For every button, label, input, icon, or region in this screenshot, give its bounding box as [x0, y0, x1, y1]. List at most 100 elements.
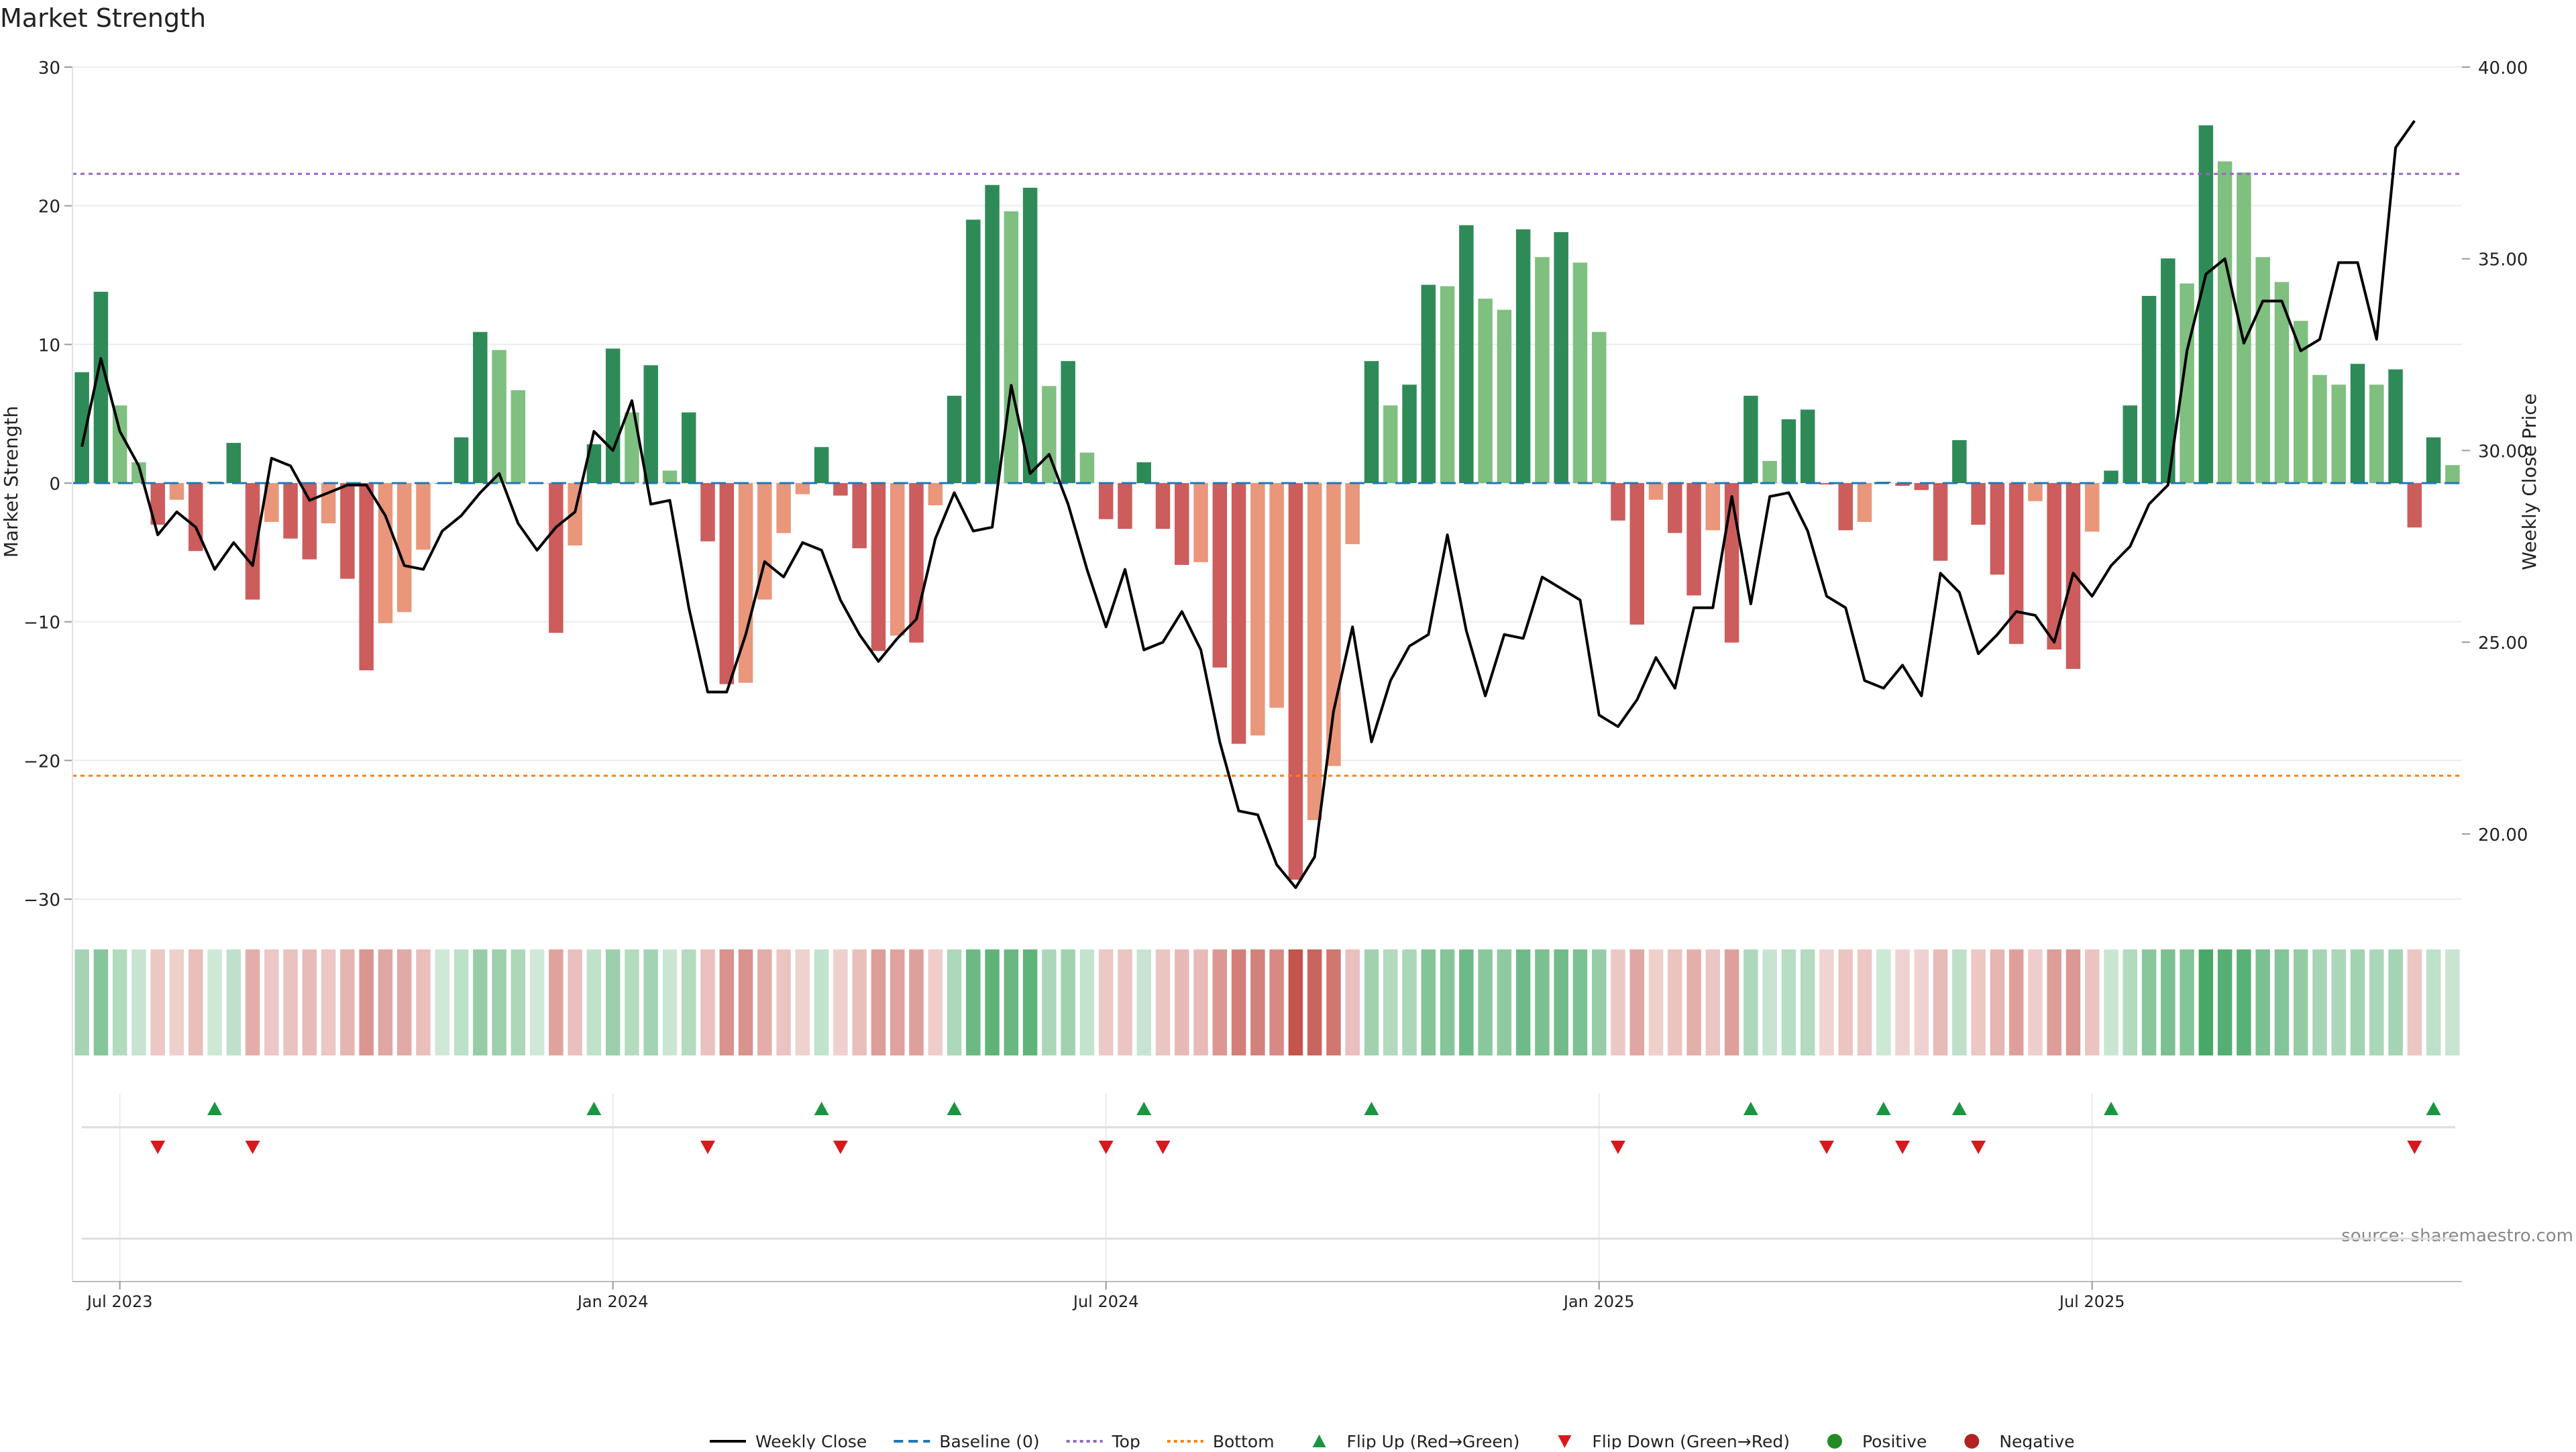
heat-cell [1724, 949, 1739, 1055]
heat-cell [643, 949, 658, 1055]
flip-down-marker [833, 1141, 848, 1154]
strength-bar [1572, 262, 1588, 483]
flip-up-marker [947, 1102, 962, 1115]
heat-cell [150, 949, 165, 1055]
strength-bar [852, 483, 867, 549]
gridlines [72, 66, 2462, 1282]
strength-bar [985, 185, 1000, 483]
right-axis-label: Weekly Close Price [2518, 393, 2540, 570]
heat-cell [1421, 949, 1436, 1055]
strength-bar [1781, 419, 1796, 483]
strength-bar [2028, 483, 2043, 501]
strength-bar [1629, 483, 1645, 625]
heat-cell [2237, 949, 2251, 1055]
heat-cell [605, 949, 621, 1055]
strength-bar [2426, 437, 2441, 483]
strength-bar [245, 483, 260, 600]
heat-cell [1933, 949, 1948, 1055]
x-tick-label: Jan 2024 [576, 1292, 649, 1311]
right-tick-label: 25.00 [2478, 633, 2528, 654]
heat-cell [833, 949, 848, 1055]
heat-cell [586, 949, 602, 1055]
heat-cell [1914, 949, 1929, 1055]
strength-bar [416, 483, 431, 550]
axes: 30 20 10 0 −10 −20 −30 40.00 35.00 30.00 25.00 20.0… [23, 58, 2528, 1311]
strength-bar [1800, 409, 1815, 483]
heat-cell [1572, 949, 1588, 1055]
strength-bar [359, 483, 374, 670]
strength-bar [2350, 364, 2365, 483]
heat-cell [1648, 949, 1664, 1055]
heat-cell [795, 949, 810, 1055]
strength-bar [1459, 225, 1474, 483]
legend-item-flip-down: Flip Down (Green→Red) [1558, 1432, 1790, 1451]
heat-cell [2065, 949, 2081, 1055]
heat-cell [112, 949, 127, 1055]
strength-bar [1136, 462, 1151, 483]
strength-bar [1705, 483, 1721, 531]
heat-cell [966, 949, 981, 1055]
heat-cell [1990, 949, 2005, 1055]
heat-cell [814, 949, 829, 1055]
flip-down-marker [700, 1141, 716, 1154]
strength-bar [700, 483, 715, 541]
flip-up-marker [1743, 1102, 1758, 1115]
strength-bar [1914, 483, 1929, 490]
flip-down-marker [1819, 1141, 1834, 1154]
legend-label: Weekly Close [755, 1432, 867, 1449]
heat-cell [682, 949, 696, 1055]
heat-cell [1098, 949, 1114, 1055]
heat-cell [378, 949, 393, 1055]
heat-cell [1212, 949, 1228, 1055]
right-tick-label: 20.00 [2478, 825, 2528, 845]
heat-cell [2445, 949, 2460, 1055]
strength-bar [1743, 395, 1758, 483]
heat-cell [928, 949, 943, 1055]
strength-bar [378, 483, 393, 623]
strength-bar [1895, 483, 1910, 486]
heat-cell [511, 949, 526, 1055]
strength-bar [662, 470, 678, 483]
flip-up-marker [1951, 1102, 1967, 1115]
strength-bar [1364, 361, 1379, 483]
strength-bar [605, 348, 621, 483]
strength-bar [453, 437, 469, 483]
weekly-close-line [80, 119, 2416, 889]
strength-bar [2312, 374, 2327, 483]
strength-bar [2369, 384, 2384, 483]
strength-bar [776, 483, 791, 533]
heat-cell [131, 949, 146, 1055]
strength-bar [2141, 296, 2157, 483]
legend-item-bottom: Bottom [1167, 1432, 1275, 1451]
flip-markers [150, 1102, 2441, 1154]
heat-cell [625, 949, 639, 1055]
heat-cell [1042, 949, 1057, 1055]
heat-cell [473, 949, 488, 1055]
heat-cell [1611, 949, 1625, 1055]
heat-cell [226, 949, 241, 1055]
left-tick-label: −10 [23, 613, 60, 633]
strength-bar [1231, 483, 1246, 744]
strength-bar [833, 483, 848, 496]
legend-label: Positive [1862, 1432, 1927, 1449]
strength-bar [1497, 309, 1512, 483]
heat-cell [529, 949, 545, 1055]
strength-bar [1952, 439, 1967, 483]
legend-label: Negative [1999, 1432, 2074, 1449]
strength-bar [1288, 483, 1303, 880]
heat-cell [1136, 949, 1151, 1055]
heat-cell [2255, 949, 2270, 1055]
flip-down-marker [1971, 1141, 1986, 1154]
left-tick-label: −20 [23, 751, 60, 772]
legend-item-baseline: Baseline (0) [894, 1432, 1040, 1451]
heat-cell [1497, 949, 1512, 1055]
strength-bar [549, 483, 564, 633]
strength-bar [492, 350, 506, 483]
flip-down-marker [150, 1141, 166, 1154]
strength-bar [74, 372, 89, 483]
heat-cell [757, 949, 772, 1055]
heat-cell [852, 949, 867, 1055]
heat-cell [264, 949, 279, 1055]
strength-bar [112, 405, 127, 483]
heat-cell [302, 949, 317, 1055]
